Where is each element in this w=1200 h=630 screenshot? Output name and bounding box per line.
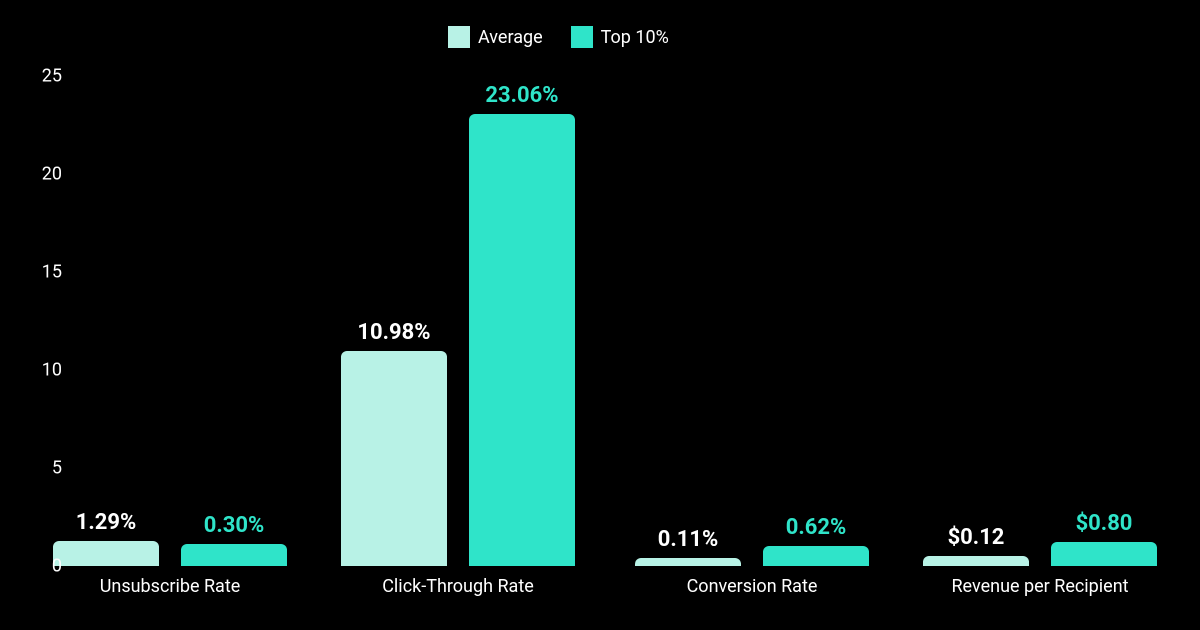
x-axis-label: Revenue per Recipient [951,576,1128,597]
x-axis-label: Unsubscribe Rate [100,576,241,597]
bar-value-label: $0.80 [1076,511,1133,536]
bar-value-label: 0.30% [204,513,265,538]
bar-value-label: 1.29% [76,510,137,535]
bar-average [53,541,159,566]
legend-swatch [571,26,593,48]
legend-item: Top 10% [571,26,669,48]
bar-top10 [469,114,575,566]
x-axis-label: Click-Through Rate [382,576,534,597]
bar-value-label: 10.98% [357,320,430,345]
bar-top10 [1051,542,1157,566]
legend-swatch [448,26,470,48]
legend-label: Top 10% [601,27,669,48]
y-axis-tick: 15 [22,261,62,282]
legend: Average Top 10% [448,26,669,48]
y-axis-tick: 10 [22,359,62,380]
bar-value-label: 0.62% [786,515,847,540]
bar-top10 [763,546,869,566]
y-axis-tick: 5 [22,457,62,478]
bar-average [635,558,741,566]
bar-average [923,556,1029,566]
legend-label: Average [478,27,543,48]
y-axis-tick: 0 [22,556,62,577]
bar-top10 [181,544,287,566]
y-axis-tick: 20 [22,163,62,184]
y-axis-tick: 25 [22,65,62,86]
bar-value-label: $0.12 [948,525,1005,550]
bar-value-label: 0.11% [658,527,719,552]
bar-value-label: 23.06% [485,83,558,108]
plot-area: 1.29% 0.30% 10.98% 23.06% 0.11% 0.62% $0.12 $0.… [70,56,1180,566]
bar-average [341,351,447,566]
email-metrics-chart: Average Top 10% 1.29% 0.30% 10.98% 23.06% 0.1… [0,0,1200,630]
legend-item: Average [448,26,543,48]
x-axis-label: Conversion Rate [687,576,818,597]
